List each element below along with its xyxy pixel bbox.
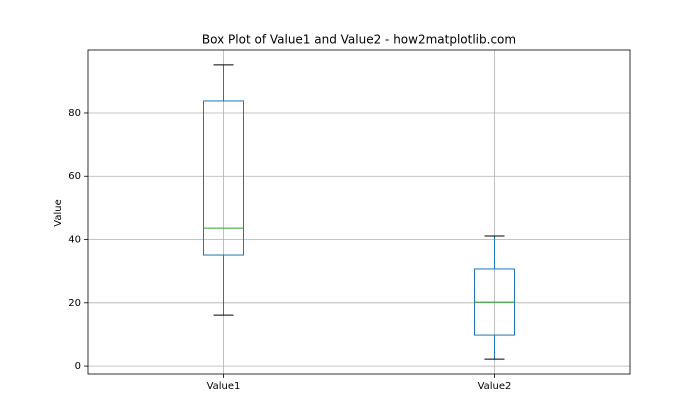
y-tick-label: 20: [68, 298, 81, 309]
y-axis-label: Value: [53, 199, 64, 226]
y-tick-label: 40: [68, 235, 81, 246]
y-tick-label: 0: [75, 361, 81, 372]
y-tick-label: 60: [68, 171, 81, 182]
y-tick-label: 80: [68, 108, 81, 119]
x-tick-label: Value2: [478, 381, 512, 392]
chart-title: Box Plot of Value1 and Value2 - how2matp…: [202, 33, 516, 47]
x-tick-label: Value1: [207, 381, 241, 392]
box: [203, 100, 244, 256]
plot-frame: [87, 49, 631, 375]
